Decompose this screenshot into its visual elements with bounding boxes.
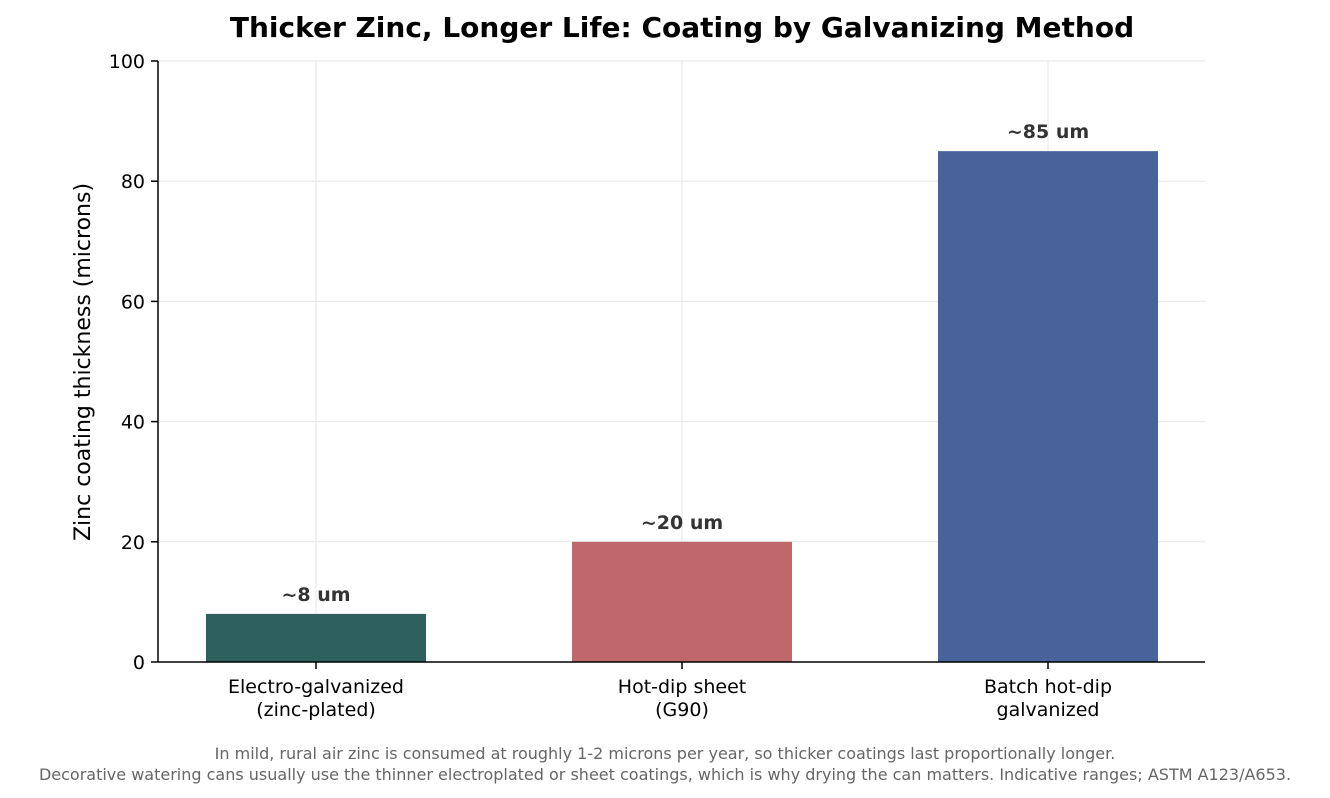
y-tick-label: 80 [121,171,145,193]
y-tick-label: 20 [121,532,145,554]
x-tick-label: Electro-galvanized (zinc-plated) [228,676,404,721]
data-label: ~8 um [281,584,350,606]
data-label: ~20 um [641,512,723,534]
data-label: ~85 um [1007,121,1089,143]
y-tick-label: 60 [121,291,145,313]
y-tick-label: 0 [133,652,145,674]
x-tick-label: Hot-dip sheet (G90) [618,676,746,721]
y-tick-label: 40 [121,412,145,434]
bar [572,541,792,662]
x-tick-label: Batch hot-dip galvanized [984,676,1112,721]
footnote-line-2: Decorative watering cans usually use the… [39,765,1291,784]
y-axis-label: Zinc coating thickness (microns) [71,183,96,541]
axes: 0 20 40 60 80 100 Electro-galvanized (zinc-plat… [109,51,1205,721]
chart-title: Thicker Zinc, Longer Life: Coating by Ga… [230,11,1134,44]
bars: ~8 um ~20 um ~85 um [206,121,1158,662]
bar [938,151,1158,662]
footnote-line-1: In mild, rural air zinc is consumed at r… [215,744,1116,763]
y-tick-label: 100 [109,51,145,73]
bar [206,613,426,662]
